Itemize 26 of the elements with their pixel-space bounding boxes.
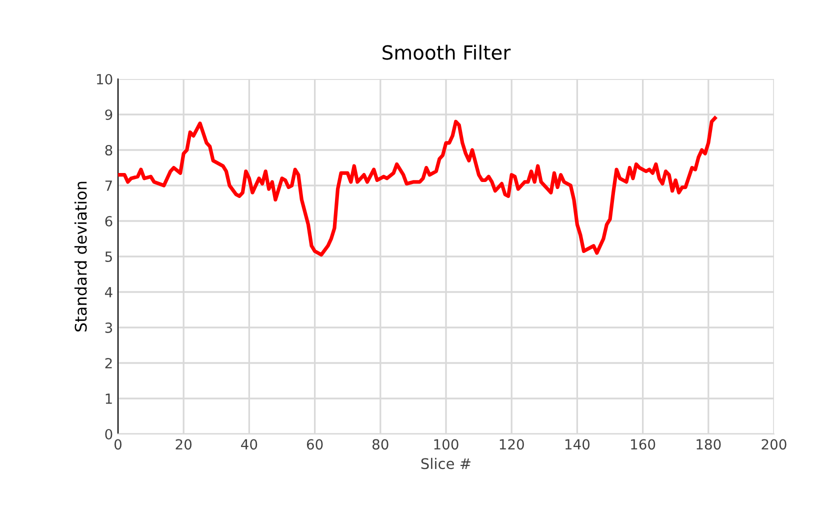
x-tick-label: 60: [306, 439, 323, 450]
x-tick-label: 200: [762, 439, 786, 450]
x-tick-label: 0: [114, 439, 122, 450]
y-tick-label: 5: [105, 252, 112, 262]
y-tick-label: 6: [105, 216, 112, 226]
y-tick-label: 8: [105, 144, 112, 156]
x-tick-label: 100: [434, 439, 458, 450]
x-tick-label: 140: [565, 439, 590, 450]
x-axis-title: Slice #: [421, 458, 470, 470]
x-tick-label: 180: [696, 439, 721, 450]
x-tick-label: 80: [372, 439, 388, 450]
x-tick-label: 20: [176, 439, 192, 450]
x-tick-label: 120: [500, 439, 524, 450]
y-tick-label: 2: [105, 358, 112, 368]
chart-title: Smooth Filter: [382, 44, 511, 60]
y-tick-label: 1: [106, 394, 112, 404]
x-tick-label: 160: [631, 439, 656, 450]
y-tick-label: 0: [105, 428, 112, 440]
y-axis-title: Standard deviation: [74, 182, 87, 332]
y-tick-label: 4: [104, 287, 112, 298]
line-series: [118, 116, 717, 257]
y-tick-label: 7: [105, 180, 112, 191]
y-tick-label: 10: [96, 74, 112, 84]
x-tick-label: 40: [241, 439, 258, 450]
y-tick-label: 9: [105, 109, 112, 120]
y-tick-label: 3: [105, 322, 112, 333]
